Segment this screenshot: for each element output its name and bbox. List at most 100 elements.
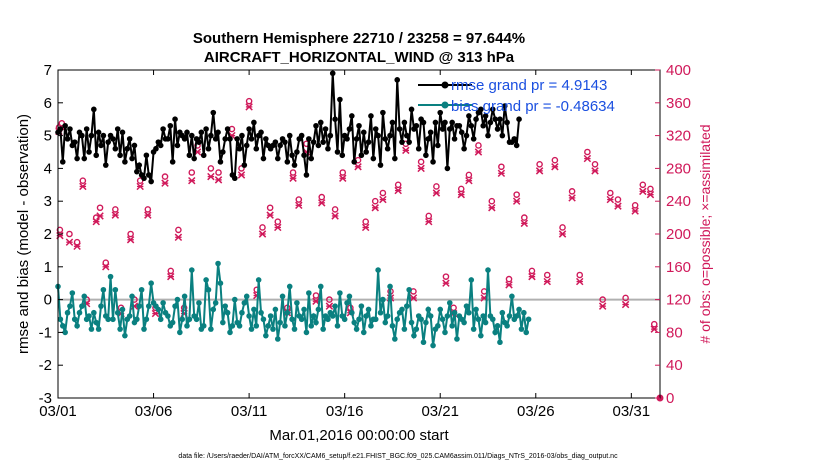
bias-point: [208, 326, 214, 332]
bias-point: [454, 336, 460, 342]
rmse-point: [499, 132, 506, 139]
rmse-point: [427, 129, 434, 136]
rmse-point: [227, 136, 233, 142]
rmse-point: [100, 132, 107, 139]
bias-point: [222, 303, 229, 309]
obs-assimilated-marker: [96, 212, 104, 220]
rmse-point: [110, 136, 116, 142]
rmse-point: [401, 119, 408, 126]
y-axis-label: rmse and bias (model - observation): [15, 114, 32, 354]
bias-point: [186, 316, 193, 323]
bias-point: [310, 313, 317, 319]
bias-point: [449, 323, 455, 329]
bias-point: [105, 316, 111, 323]
rmse-point: [466, 113, 472, 119]
obs-possible-marker: [475, 142, 482, 149]
rmse-point: [186, 152, 193, 159]
bias-point: [71, 316, 78, 323]
bias-point: [468, 277, 475, 283]
obs-possible-marker: [631, 201, 639, 209]
bias-point: [251, 306, 257, 313]
rmse-point: [473, 116, 479, 122]
rmse-point: [392, 155, 398, 162]
obs-possible-marker: [96, 204, 104, 212]
obs-possible-marker: [73, 238, 81, 246]
obs-assimilated-marker: [161, 179, 169, 187]
obs-possible-marker: [207, 165, 215, 172]
bias-point: [365, 306, 372, 313]
rmse-point: [351, 159, 358, 165]
y-tick-label: -1: [39, 324, 52, 341]
rmse-point: [71, 139, 78, 145]
rmse-point: [482, 113, 489, 119]
bias-point: [494, 323, 501, 329]
rmse-point: [470, 136, 477, 142]
y-tick-label: 1: [44, 259, 52, 276]
rmse-point: [91, 106, 97, 113]
rmse-point: [494, 126, 501, 132]
bias-point: [475, 316, 482, 323]
obs-assimilated-marker: [266, 211, 274, 219]
bias-point: [394, 316, 401, 323]
rmse-point: [208, 132, 214, 139]
bias-point: [231, 296, 238, 303]
rmse-point: [243, 142, 250, 149]
rmse-point: [184, 129, 190, 136]
bias-point: [112, 286, 119, 293]
obs-assimilated-marker: [432, 189, 441, 197]
bias-point: [320, 326, 326, 332]
bias-point: [155, 306, 162, 313]
obs-assimilated-marker: [394, 186, 402, 195]
rmse-point: [172, 116, 178, 122]
rmse-point: [258, 129, 264, 136]
obs-assimilated-marker: [92, 217, 100, 226]
obs-possible-marker: [331, 206, 339, 213]
rmse-point: [458, 129, 465, 136]
obs-possible-marker: [318, 193, 326, 201]
obs-assimilated-marker: [520, 219, 529, 228]
bias-point: [62, 329, 68, 336]
bias-point: [98, 303, 104, 309]
legend: rmse grand pr = 4.9143 bias grand pr = -…: [418, 77, 615, 115]
obs-possible-marker: [425, 212, 433, 220]
bias-point: [160, 300, 166, 306]
bias-point: [69, 290, 76, 296]
data-file-footnote: data file: /Users/raeder/DAI/ATM_forcXX/…: [178, 453, 618, 460]
obs-assimilated-marker: [576, 277, 584, 286]
rmse-point: [79, 132, 85, 139]
bias-point: [286, 283, 293, 290]
bias-point: [303, 329, 310, 336]
legend-bias-label: bias grand pr = -0.48634: [451, 98, 615, 115]
rmse-point: [480, 122, 487, 129]
rmse-point: [117, 152, 123, 159]
bias-point: [306, 290, 312, 296]
obs-assimilated-marker: [65, 238, 74, 246]
bias-point: [157, 316, 164, 323]
rmse-point: [284, 159, 291, 165]
bias-point: [81, 293, 88, 300]
obs-assimilated-marker: [512, 197, 521, 205]
obs-possible-marker: [465, 171, 473, 179]
bias-point: [203, 277, 209, 283]
obs-possible-marker: [650, 320, 658, 328]
rmse-point: [205, 145, 212, 152]
bias-point: [325, 316, 331, 323]
x-tick-label: 03/21: [421, 403, 459, 420]
rmse-point: [165, 136, 171, 142]
bias-point: [380, 296, 386, 303]
obs-assimilated-marker: [289, 174, 297, 182]
obs-assimilated-marker: [543, 277, 551, 286]
bias-point: [172, 303, 178, 309]
rmse-point: [437, 109, 444, 116]
bias-point: [267, 313, 274, 319]
bias-point: [255, 277, 262, 283]
y-tick-label: 4: [44, 160, 52, 177]
rmse-point: [253, 145, 260, 152]
bias-point: [439, 316, 446, 323]
rmse-point: [310, 139, 317, 145]
y2-tick-label: 240: [666, 193, 691, 210]
bias-point: [129, 293, 135, 300]
rmse-point: [363, 149, 369, 155]
bias-point: [298, 316, 305, 323]
bias-point: [114, 309, 121, 316]
